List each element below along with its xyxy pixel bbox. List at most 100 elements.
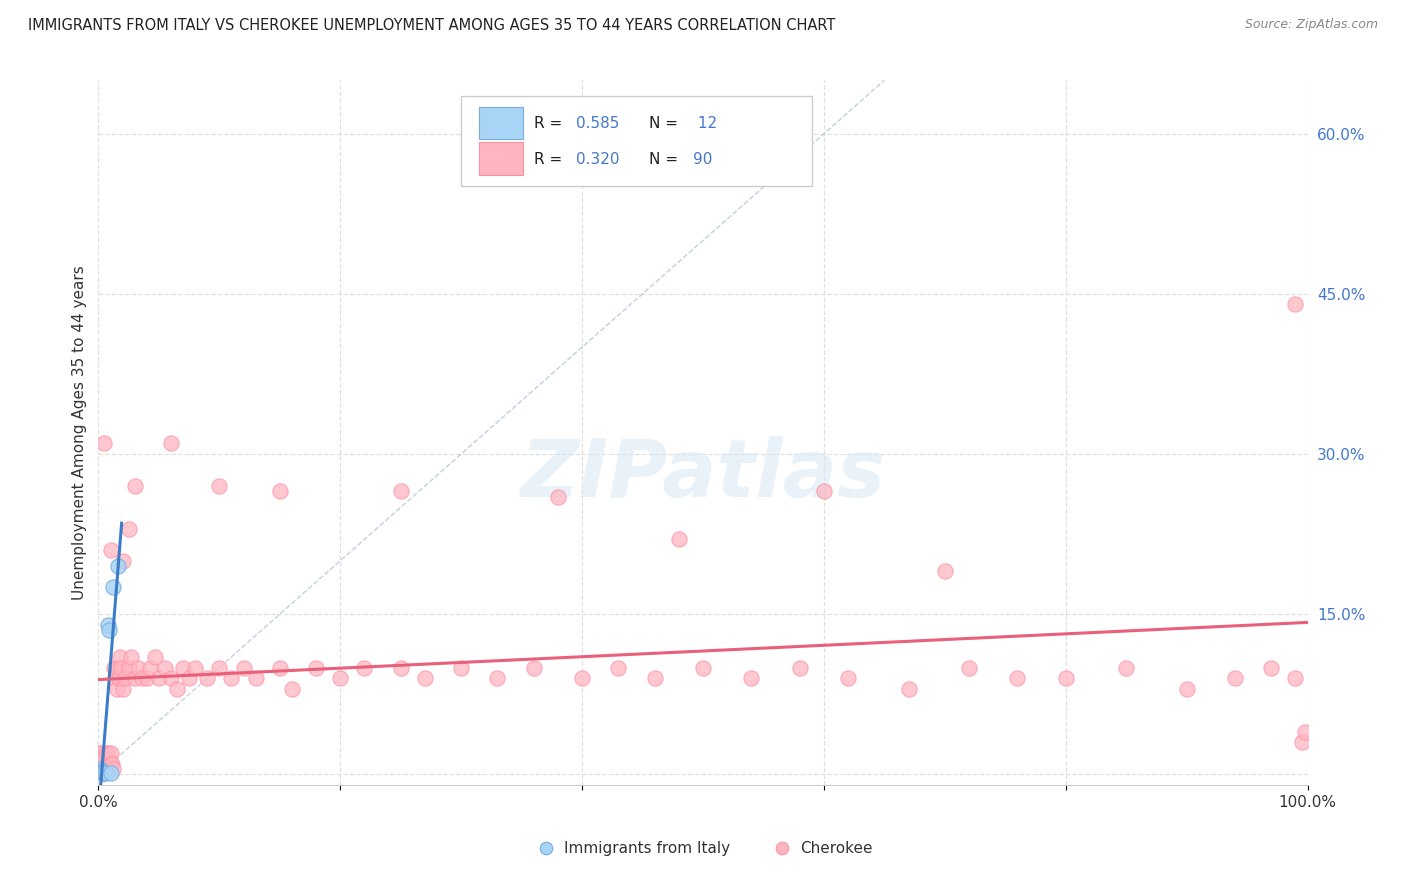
Point <box>103 660 125 674</box>
Point <box>153 660 176 674</box>
Point <box>1115 660 1137 674</box>
Point <box>789 660 811 674</box>
Point <box>269 484 291 499</box>
Point <box>93 751 115 765</box>
Point <box>90 751 112 765</box>
Point <box>148 671 170 685</box>
Text: R =: R = <box>534 153 567 168</box>
Point <box>571 671 593 685</box>
Point <box>389 660 412 674</box>
Point <box>1294 724 1316 739</box>
Point <box>114 671 136 685</box>
Point <box>1260 660 1282 674</box>
Point <box>245 671 267 685</box>
Text: Cherokee: Cherokee <box>800 841 872 856</box>
Point <box>195 671 218 685</box>
Text: N =: N = <box>648 116 682 131</box>
Point <box>97 746 120 760</box>
Point <box>101 762 124 776</box>
Point <box>269 660 291 674</box>
Point <box>93 436 115 450</box>
Point <box>90 765 112 780</box>
Point <box>97 756 120 771</box>
Point <box>107 660 129 674</box>
Point <box>179 671 201 685</box>
Point <box>98 623 121 637</box>
Point <box>172 660 194 674</box>
Text: Source: ZipAtlas.com: Source: ZipAtlas.com <box>1244 18 1378 31</box>
Text: Immigrants from Italy: Immigrants from Italy <box>564 841 730 856</box>
Point <box>523 660 546 674</box>
FancyBboxPatch shape <box>479 107 523 139</box>
Point <box>208 479 231 493</box>
Point <box>389 484 412 499</box>
Point <box>91 756 114 771</box>
Point <box>98 762 121 776</box>
Point <box>118 522 141 536</box>
Point <box>124 479 146 493</box>
Point <box>91 766 114 780</box>
Point <box>837 671 859 685</box>
Point <box>1223 671 1246 685</box>
Point <box>160 671 183 685</box>
Point <box>139 660 162 674</box>
Text: IMMIGRANTS FROM ITALY VS CHEROKEE UNEMPLOYMENT AMONG AGES 35 TO 44 YEARS CORRELA: IMMIGRANTS FROM ITALY VS CHEROKEE UNEMPL… <box>28 18 835 33</box>
Point <box>166 681 188 696</box>
Point <box>740 671 762 685</box>
Point <box>93 756 115 771</box>
Point <box>90 764 112 778</box>
Point <box>221 671 243 685</box>
Point <box>607 660 630 674</box>
Point <box>692 660 714 674</box>
Text: 90: 90 <box>693 153 713 168</box>
Point <box>94 762 117 776</box>
Point <box>329 671 352 685</box>
Point <box>94 746 117 760</box>
Text: ZIPatlas: ZIPatlas <box>520 436 886 514</box>
Point <box>100 766 122 780</box>
Point <box>91 765 114 780</box>
Point <box>90 762 112 776</box>
Point <box>957 660 980 674</box>
Point <box>353 660 375 674</box>
Point <box>135 671 157 685</box>
Point <box>1007 671 1029 685</box>
Text: R =: R = <box>534 116 567 131</box>
Point <box>89 756 111 771</box>
Point <box>934 565 956 579</box>
Point <box>547 490 569 504</box>
Point <box>111 681 134 696</box>
Text: 0.320: 0.320 <box>576 153 620 168</box>
Point <box>118 660 141 674</box>
Text: 12: 12 <box>693 116 717 131</box>
Point <box>96 756 118 771</box>
Point <box>208 660 231 674</box>
Point <box>131 671 153 685</box>
Point <box>668 533 690 547</box>
Point <box>897 681 920 696</box>
Point <box>108 649 131 664</box>
Point <box>413 671 436 685</box>
Point <box>111 554 134 568</box>
Point <box>232 660 254 674</box>
Point <box>91 746 114 760</box>
Point <box>160 436 183 450</box>
Point <box>120 649 142 664</box>
Point <box>105 681 128 696</box>
Point <box>486 671 509 685</box>
Point <box>101 581 124 595</box>
Point <box>100 756 122 771</box>
Point <box>813 484 835 499</box>
Point <box>127 660 149 674</box>
Point <box>1291 735 1313 749</box>
FancyBboxPatch shape <box>479 143 523 175</box>
Point <box>94 766 117 780</box>
Point <box>1175 681 1198 696</box>
FancyBboxPatch shape <box>461 95 811 186</box>
Point <box>100 756 122 771</box>
Point <box>644 671 666 685</box>
Point <box>89 762 111 776</box>
Point <box>124 671 146 685</box>
Point <box>91 762 114 776</box>
Point <box>104 671 127 685</box>
